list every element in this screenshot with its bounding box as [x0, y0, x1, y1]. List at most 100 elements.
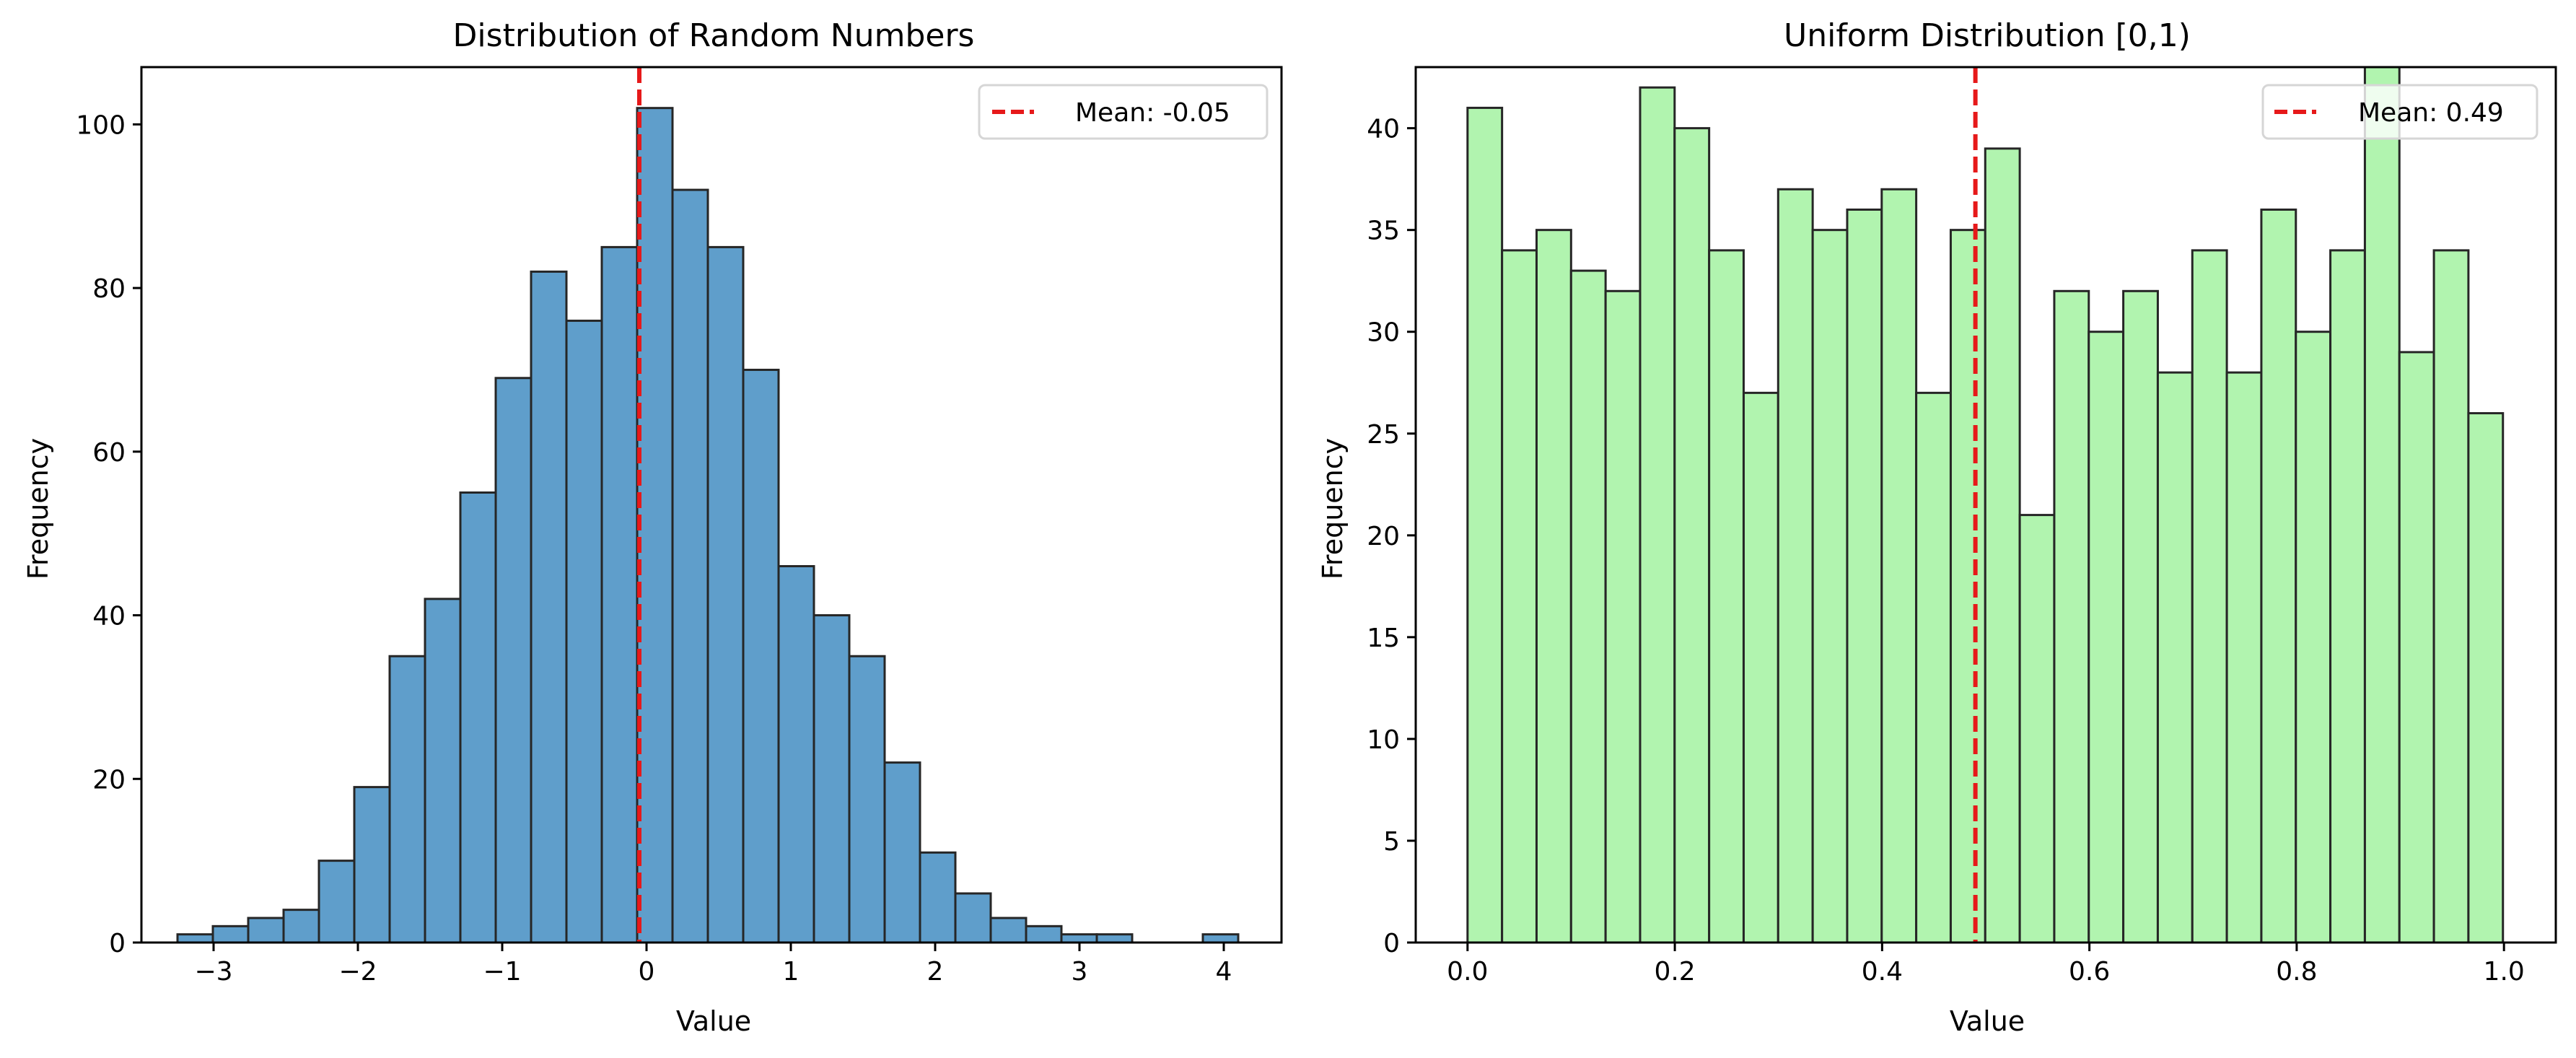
x-tick-label: 0.2 [1654, 957, 1695, 987]
histogram-bar [388, 655, 426, 944]
histogram-normal: Distribution of Random Numbers Value Fre… [22, 17, 1283, 1037]
histogram-bar [2295, 331, 2332, 944]
histogram-bar [1880, 188, 1918, 944]
histogram-bar [883, 761, 921, 944]
histogram-uniform: Uniform Distribution [0,1) Value Frequen… [1317, 17, 2557, 1037]
histogram-bar [848, 655, 886, 944]
y-tick-label: 10 [1367, 725, 1400, 755]
y-tick-label: 60 [92, 438, 126, 468]
y-tick-label: 20 [1367, 522, 1400, 551]
histogram-bar [600, 245, 639, 944]
y-tick-label: 5 [1383, 827, 1400, 857]
histogram-bar [2225, 371, 2263, 944]
histogram-bar [2398, 351, 2435, 944]
legend-box [978, 84, 1269, 140]
histogram-bar [211, 924, 250, 944]
x-tick-label: 3 [1072, 957, 1088, 987]
histogram-bar [1984, 147, 2021, 944]
histogram-bar [1095, 933, 1134, 944]
histogram-bar [1811, 229, 1849, 944]
histogram-bar [2122, 289, 2159, 944]
histogram-bar [1846, 208, 1883, 944]
x-tick-label: 4 [1216, 957, 1232, 987]
histogram-bar [424, 598, 462, 944]
histogram-bar [1535, 229, 1572, 944]
histogram-bar [954, 892, 992, 944]
y-tick-label: 30 [1367, 318, 1400, 348]
y-tick-label: 100 [76, 110, 126, 140]
chart-title: Uniform Distribution [0,1) [1784, 17, 2191, 54]
histogram-bar [742, 368, 780, 944]
histogram-bar [2087, 331, 2125, 944]
histogram-bar [989, 917, 1028, 944]
histogram-bar [1501, 249, 1538, 944]
legend-entry-mean: Mean: -0.05 [1075, 98, 1230, 128]
legend-box [2261, 84, 2538, 140]
x-tick-label: −3 [194, 957, 232, 987]
x-axis-label: Value [1950, 1005, 2025, 1037]
histogram-bar [2260, 208, 2297, 944]
x-tick-label: 0.4 [1862, 957, 1903, 987]
histogram-bar [494, 377, 533, 944]
y-tick-label: 25 [1367, 420, 1400, 450]
histogram-bar [2363, 66, 2401, 944]
histogram-bar [636, 107, 674, 944]
y-tick-label: 20 [92, 765, 126, 795]
y-tick-label: 0 [109, 929, 126, 958]
x-tick-label: 2 [927, 957, 944, 987]
histogram-bar [2018, 514, 2056, 944]
histogram-bar [1639, 86, 1676, 944]
histogram-bar [812, 614, 851, 944]
x-tick-label: 0.6 [2069, 957, 2110, 987]
x-axis-label: Value [676, 1005, 751, 1037]
y-axis-label: Frequency [22, 438, 54, 580]
y-axis-label: Frequency [1317, 438, 1349, 580]
histogram-bar [919, 851, 957, 944]
y-tick-label: 0 [1383, 929, 1400, 958]
histogram-bar [353, 786, 391, 944]
histogram-bar [1673, 127, 1711, 944]
histogram-bar [2053, 289, 2090, 944]
histogram-bar [2467, 412, 2505, 944]
x-tick-label: 0 [639, 957, 655, 987]
x-tick-label: 0.8 [2276, 957, 2317, 987]
histogram-bar [317, 860, 356, 944]
histogram-bar [530, 270, 568, 944]
histogram-bar [671, 188, 709, 944]
bars [176, 107, 1240, 944]
histogram-bar [1604, 289, 1642, 944]
x-ticks: 0.0 0.2 0.4 0.6 0.8 1.0 [1447, 943, 2525, 987]
x-tick-label: −1 [483, 957, 521, 987]
legend: Mean: 0.49 [2261, 84, 2538, 140]
histogram-bar [282, 909, 320, 944]
axes-frame [1414, 66, 2557, 944]
chart-title: Distribution of Random Numbers [453, 17, 975, 54]
axes-spines [140, 66, 1283, 944]
histogram-bar [777, 565, 815, 944]
histogram-bar [1466, 106, 1504, 944]
y-ticks: 0 5 10 15 20 25 30 35 40 [1367, 115, 1416, 958]
axes-frame [140, 66, 1283, 944]
y-tick-label: 40 [1367, 115, 1400, 144]
histogram-bar [565, 319, 603, 944]
histogram-bar [2191, 249, 2228, 944]
histogram-bar [706, 245, 745, 944]
axes-spines [1414, 66, 2557, 944]
histogram-bar [459, 491, 497, 944]
y-tick-label: 80 [92, 274, 126, 304]
histogram-bar [1742, 391, 1779, 944]
histogram-bar [1949, 229, 1986, 944]
legend: Mean: -0.05 [978, 84, 1269, 140]
histogram-bar [176, 933, 214, 944]
histogram-bar [2432, 249, 2470, 944]
x-tick-label: 1.0 [2484, 957, 2525, 987]
histogram-bar [1708, 249, 1745, 944]
x-ticks: −3 −2 −1 0 1 2 3 4 [194, 943, 1232, 987]
histogram-bar [1915, 391, 1952, 944]
histogram-bar [1201, 933, 1240, 944]
y-ticks: 0 20 40 60 80 100 [76, 110, 141, 958]
x-tick-label: −2 [338, 957, 377, 987]
histogram-bar [2329, 249, 2366, 944]
histogram-bar [1569, 269, 1607, 944]
